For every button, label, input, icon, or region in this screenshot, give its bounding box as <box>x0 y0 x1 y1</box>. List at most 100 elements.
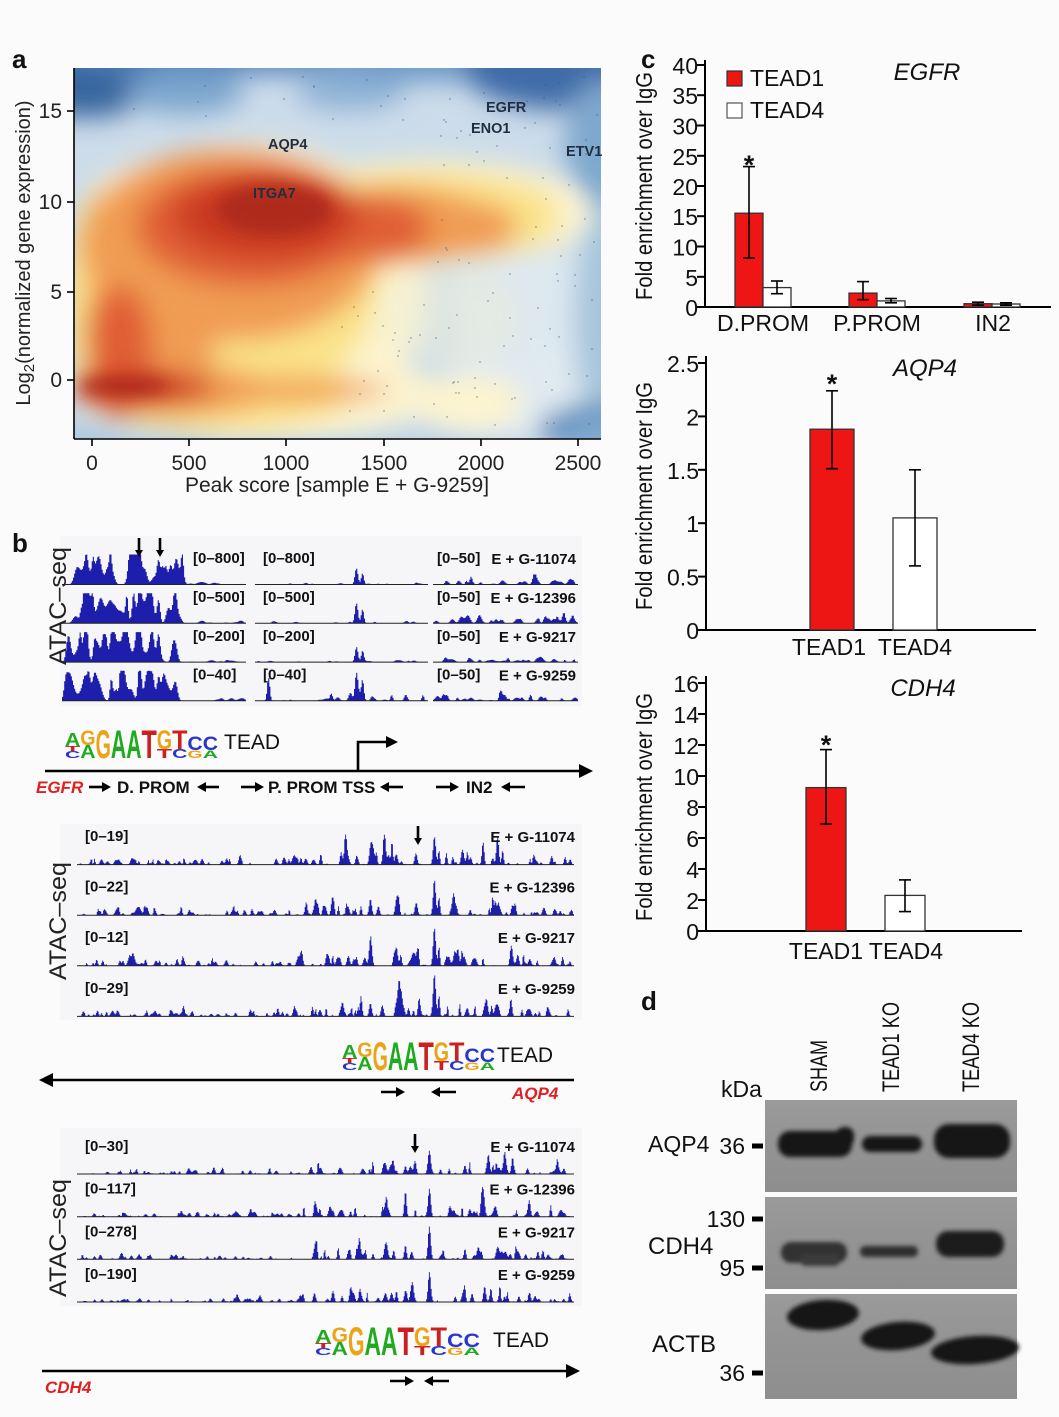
svg-text:C: C <box>187 733 202 755</box>
svg-text:E + G-11074: E + G-11074 <box>490 829 575 846</box>
svg-text:T: T <box>172 725 188 754</box>
svg-text:D. PROM: D. PROM <box>117 778 190 797</box>
svg-text:A: A <box>126 721 141 767</box>
svg-text:G: G <box>373 1033 388 1079</box>
svg-text:A: A <box>464 1345 481 1357</box>
svg-text:[0–29]: [0–29] <box>85 980 128 997</box>
svg-text:TEAD: TEAD <box>497 1044 553 1067</box>
svg-text:C: C <box>464 1330 481 1352</box>
svg-text:14: 14 <box>673 702 699 728</box>
svg-text:[0–50]: [0–50] <box>437 628 480 645</box>
svg-text:Peak score [sample E + G-9259: Peak score [sample E + G-9259] <box>185 474 489 497</box>
svg-text:P.PROM: P.PROM <box>833 310 921 336</box>
svg-text:b: b <box>12 528 28 558</box>
svg-text:A: A <box>65 731 81 751</box>
svg-text:36: 36 <box>719 1360 745 1386</box>
svg-text:C: C <box>447 1330 464 1352</box>
svg-text:[0–800]: [0–800] <box>193 550 245 567</box>
svg-text:G: G <box>187 748 202 760</box>
svg-text:E + G-9259: E + G-9259 <box>499 668 576 685</box>
svg-text:a: a <box>12 44 27 74</box>
svg-text:EGFR: EGFR <box>486 100 527 116</box>
svg-text:[0–500]: [0–500] <box>263 589 315 606</box>
svg-text:G: G <box>348 1318 365 1364</box>
svg-text:15: 15 <box>39 100 62 123</box>
svg-text:E + G-9217: E + G-9217 <box>498 1224 575 1241</box>
svg-text:d: d <box>641 986 657 1016</box>
svg-text:[0–50]: [0–50] <box>437 550 480 567</box>
svg-text:15: 15 <box>672 204 698 230</box>
svg-text:AQP4: AQP4 <box>268 137 308 153</box>
svg-text:T: T <box>434 1059 449 1073</box>
svg-text:AQP4: AQP4 <box>511 1084 559 1103</box>
svg-text:2: 2 <box>686 404 699 430</box>
svg-text:A: A <box>403 1033 418 1079</box>
svg-text:[0–117]: [0–117] <box>85 1181 136 1198</box>
svg-text:A: A <box>480 1060 496 1072</box>
svg-text:A: A <box>342 1043 358 1063</box>
svg-text:kDa: kDa <box>721 1076 762 1102</box>
svg-text:[0–278]: [0–278] <box>85 1223 137 1240</box>
svg-text:C: C <box>172 747 187 761</box>
svg-text:0: 0 <box>686 919 699 945</box>
svg-text:E + G-12396: E + G-12396 <box>490 880 575 897</box>
svg-text:10: 10 <box>39 191 62 214</box>
svg-text:T: T <box>142 721 158 767</box>
svg-text:[0–22]: [0–22] <box>85 879 128 896</box>
svg-text:A: A <box>388 1033 403 1079</box>
svg-text:[0–19]: [0–19] <box>85 828 128 845</box>
svg-text:T: T <box>342 1057 357 1065</box>
svg-text:[0–200]: [0–200] <box>193 628 245 645</box>
svg-text:1000: 1000 <box>263 452 310 475</box>
svg-text:TEAD4 KO: TEAD4 KO <box>958 1002 985 1092</box>
svg-text:[0–12]: [0–12] <box>85 929 128 946</box>
svg-text:0: 0 <box>50 369 62 392</box>
svg-text:AQP4: AQP4 <box>891 355 957 382</box>
svg-text:130: 130 <box>707 1206 745 1232</box>
svg-text:*: * <box>744 150 755 180</box>
svg-text:G: G <box>434 1037 449 1066</box>
svg-text:T: T <box>65 745 80 753</box>
svg-text:T: T <box>431 1322 448 1351</box>
svg-text:G: G <box>157 725 172 754</box>
svg-text:[0–800]: [0–800] <box>263 550 315 567</box>
svg-text:[0–500]: [0–500] <box>193 589 245 606</box>
svg-text:TEAD: TEAD <box>493 1329 549 1352</box>
svg-text:IN2: IN2 <box>975 310 1011 336</box>
svg-text:500: 500 <box>171 452 206 475</box>
svg-text:CDH4: CDH4 <box>45 1378 92 1397</box>
svg-text:36: 36 <box>719 1133 745 1159</box>
svg-text:TEAD1: TEAD1 <box>750 65 824 91</box>
svg-text:T: T <box>414 1344 431 1358</box>
svg-text:1.5: 1.5 <box>667 458 699 484</box>
svg-text:A: A <box>80 743 96 763</box>
svg-text:C: C <box>431 1344 448 1358</box>
svg-text:Fold enrichment over IgG: Fold enrichment over IgG <box>631 693 657 921</box>
svg-text:TEAD1: TEAD1 <box>792 634 866 660</box>
svg-text:T: T <box>398 1318 415 1364</box>
svg-text:TEAD4: TEAD4 <box>869 938 943 964</box>
svg-text:1500: 1500 <box>361 452 408 475</box>
svg-text:10: 10 <box>673 764 699 790</box>
svg-text:E + G-11074: E + G-11074 <box>491 551 576 568</box>
svg-text:16: 16 <box>673 671 699 697</box>
svg-text:EGFR: EGFR <box>36 778 84 797</box>
svg-text:95: 95 <box>719 1255 745 1281</box>
svg-text:[0–40]: [0–40] <box>193 667 236 684</box>
svg-text:1: 1 <box>686 511 699 537</box>
svg-text:G: G <box>414 1322 431 1351</box>
svg-text:TEAD4: TEAD4 <box>878 634 952 660</box>
svg-text:*: * <box>827 369 838 399</box>
svg-text:Fold enrichment over IgG: Fold enrichment over IgG <box>631 382 657 610</box>
svg-text:G: G <box>96 721 111 767</box>
svg-text:P. PROM TSS: P. PROM TSS <box>268 778 375 797</box>
svg-text:E + G-9259: E + G-9259 <box>498 981 575 998</box>
svg-text:c: c <box>641 44 655 74</box>
svg-text:G: G <box>332 1325 349 1347</box>
svg-text:G: G <box>80 728 95 750</box>
svg-text:TEAD1 KO: TEAD1 KO <box>878 1002 905 1092</box>
svg-text:10: 10 <box>672 235 698 261</box>
svg-text:IN2: IN2 <box>466 778 492 797</box>
svg-text:E + G-12396: E + G-12396 <box>491 590 576 607</box>
svg-text:0: 0 <box>86 452 98 475</box>
